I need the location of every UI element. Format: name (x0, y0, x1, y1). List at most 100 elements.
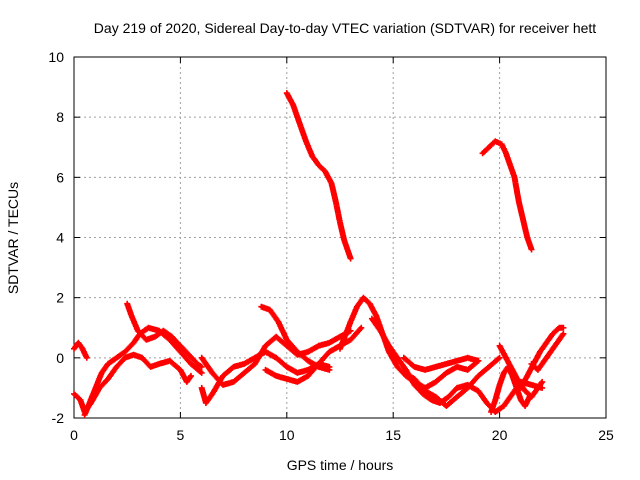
data-point (494, 398, 497, 402)
data-point (517, 200, 520, 203)
data-point (253, 362, 257, 366)
x-tick-label: 20 (492, 427, 508, 443)
y-tick-label: 0 (56, 350, 64, 366)
data-point (328, 341, 331, 344)
data-point (274, 356, 278, 360)
series-arc-a (71, 339, 90, 361)
data-point (396, 356, 399, 360)
data-point (185, 380, 188, 384)
data-point (334, 200, 337, 203)
data-point (260, 305, 263, 308)
data-point (179, 350, 182, 354)
data-point (196, 362, 199, 366)
data-point (268, 308, 271, 311)
data-point (200, 386, 203, 390)
data-point (532, 362, 535, 366)
data-point (347, 251, 350, 254)
x-axis-label: GPS time / hours (287, 457, 394, 473)
y-tick-label: 8 (56, 109, 64, 125)
data-point (498, 344, 501, 347)
y-tick-label: 4 (56, 230, 64, 246)
data-point (296, 350, 299, 354)
data-point (502, 404, 506, 408)
data-point (455, 386, 459, 390)
data-point (211, 371, 214, 375)
data-point (538, 350, 542, 354)
data-point (200, 371, 203, 375)
data-point (147, 326, 150, 329)
data-point (562, 332, 565, 335)
data-point (304, 140, 308, 143)
data-point (274, 374, 278, 378)
data-point (328, 350, 331, 354)
data-point (455, 365, 459, 369)
x-tick-label: 15 (385, 427, 401, 443)
data-point (423, 389, 427, 393)
data-point (285, 365, 288, 369)
data-point (519, 398, 523, 402)
data-point (536, 386, 540, 390)
data-point (149, 365, 152, 369)
data-point (72, 392, 76, 396)
data-point (211, 392, 214, 396)
data-point (306, 374, 310, 378)
data-point (362, 296, 365, 299)
data-point (360, 326, 363, 329)
data-point (330, 182, 333, 185)
data-point (232, 365, 235, 369)
data-point (413, 377, 416, 381)
data-point (489, 410, 493, 414)
data-point (466, 356, 469, 360)
x-tick-label: 5 (177, 427, 185, 443)
data-point (540, 380, 544, 384)
data-point (387, 350, 391, 354)
data-point (494, 140, 497, 143)
data-point (126, 302, 129, 305)
series-markers (479, 138, 535, 253)
data-point (98, 386, 101, 390)
data-point (445, 371, 448, 375)
data-point (434, 365, 437, 369)
data-point (338, 347, 342, 351)
data-point (477, 359, 480, 363)
data-point (526, 236, 529, 239)
data-point (455, 395, 459, 399)
data-point (481, 152, 484, 155)
data-point (521, 218, 525, 221)
series-arc-p (496, 342, 546, 400)
data-point (243, 362, 246, 366)
data-point (445, 362, 448, 366)
data-point (500, 143, 503, 146)
data-point (187, 353, 191, 357)
data-point (285, 377, 288, 381)
data-point (455, 359, 459, 363)
data-point (317, 164, 320, 167)
data-point (140, 356, 144, 360)
data-point (130, 314, 133, 317)
data-point (387, 344, 391, 347)
data-point (91, 392, 95, 396)
series-arc-d (124, 300, 205, 370)
data-point (296, 380, 299, 384)
grid (74, 57, 606, 418)
data-point (494, 410, 497, 414)
data-point (264, 368, 267, 372)
data-point (83, 413, 86, 417)
data-point (502, 371, 506, 375)
y-tick-label: 10 (48, 49, 64, 65)
data-point (168, 338, 171, 341)
series-arc-n (479, 138, 535, 253)
data-point (370, 317, 374, 320)
data-point (543, 359, 546, 363)
data-point (298, 121, 301, 125)
series-arc-i (283, 90, 354, 262)
data-point (189, 362, 193, 366)
data-point (466, 386, 469, 390)
data-point (551, 332, 554, 335)
data-point (306, 368, 310, 372)
data-point (526, 374, 529, 378)
data-point (402, 356, 406, 360)
data-point (423, 368, 427, 372)
data-point (515, 386, 518, 390)
